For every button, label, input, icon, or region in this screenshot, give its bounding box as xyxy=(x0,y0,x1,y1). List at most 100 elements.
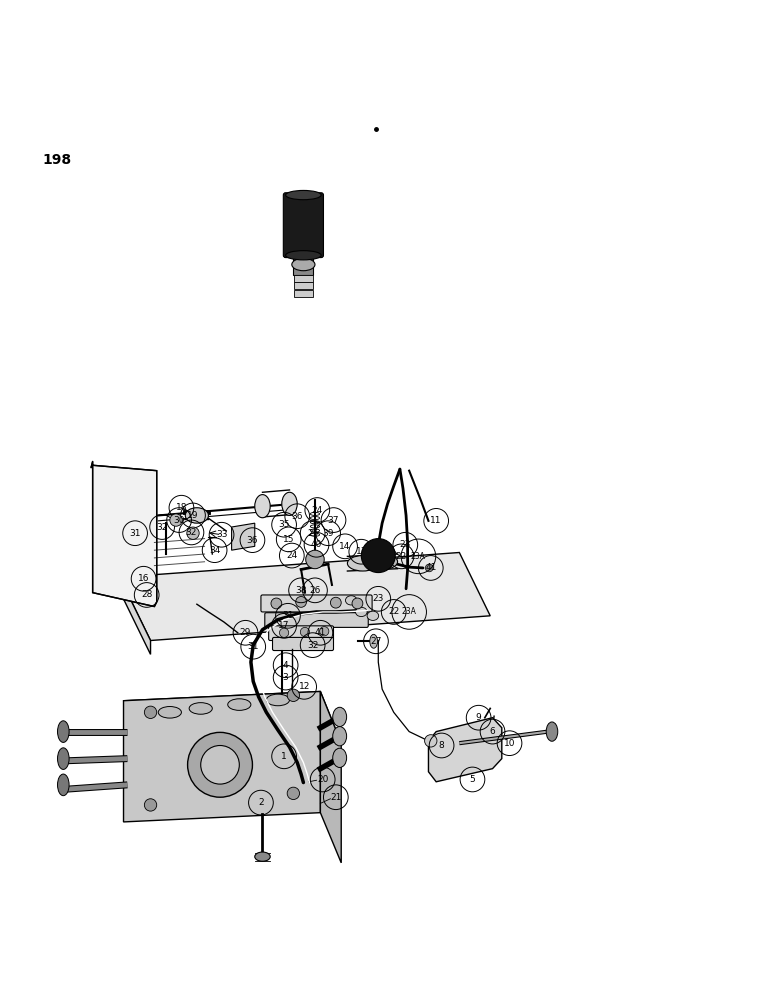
Text: 5: 5 xyxy=(469,775,476,784)
Text: 26: 26 xyxy=(310,586,320,595)
Circle shape xyxy=(425,564,433,572)
Ellipse shape xyxy=(57,721,69,742)
FancyBboxPatch shape xyxy=(269,626,334,641)
Circle shape xyxy=(361,539,395,573)
Text: 30: 30 xyxy=(174,516,185,525)
Text: 16: 16 xyxy=(138,574,149,583)
FancyBboxPatch shape xyxy=(283,193,323,258)
Circle shape xyxy=(187,527,199,539)
Text: 21: 21 xyxy=(330,793,341,802)
Text: 22: 22 xyxy=(388,607,399,616)
Ellipse shape xyxy=(546,722,557,741)
Text: 6: 6 xyxy=(489,727,496,736)
Circle shape xyxy=(320,627,329,636)
Circle shape xyxy=(287,787,300,800)
Text: 11: 11 xyxy=(431,516,442,525)
Text: 24: 24 xyxy=(286,551,297,560)
Text: 2: 2 xyxy=(258,798,264,807)
Circle shape xyxy=(425,735,437,747)
Ellipse shape xyxy=(333,727,347,746)
Text: 17: 17 xyxy=(279,621,290,630)
Text: 31: 31 xyxy=(283,611,293,620)
FancyBboxPatch shape xyxy=(261,595,372,612)
Circle shape xyxy=(201,745,239,784)
Circle shape xyxy=(352,598,363,609)
Text: 4: 4 xyxy=(283,661,289,670)
Text: 8: 8 xyxy=(438,741,445,750)
Text: 34: 34 xyxy=(209,546,220,555)
Bar xyxy=(293,255,313,275)
Text: 23A: 23A xyxy=(411,552,426,561)
Ellipse shape xyxy=(367,554,398,569)
Text: 32: 32 xyxy=(157,523,168,532)
Circle shape xyxy=(287,689,300,701)
Ellipse shape xyxy=(189,703,212,714)
Circle shape xyxy=(188,732,252,797)
Circle shape xyxy=(144,799,157,811)
Text: 3: 3 xyxy=(283,673,289,682)
Text: 40: 40 xyxy=(311,540,322,549)
Ellipse shape xyxy=(347,556,378,571)
Ellipse shape xyxy=(355,607,367,617)
Bar xyxy=(294,282,313,289)
Bar xyxy=(294,290,313,297)
Text: 20: 20 xyxy=(317,775,328,784)
Polygon shape xyxy=(124,691,341,752)
FancyBboxPatch shape xyxy=(273,637,334,651)
Ellipse shape xyxy=(345,596,357,605)
Text: 22: 22 xyxy=(396,552,407,561)
Ellipse shape xyxy=(228,699,251,710)
Text: 31: 31 xyxy=(248,642,259,651)
Circle shape xyxy=(271,598,282,609)
Circle shape xyxy=(300,627,310,637)
Text: 39: 39 xyxy=(323,529,334,538)
Text: 9: 9 xyxy=(476,713,482,722)
Polygon shape xyxy=(232,523,255,550)
Ellipse shape xyxy=(292,258,315,271)
Text: 15: 15 xyxy=(283,535,294,544)
Text: 41: 41 xyxy=(425,563,436,572)
Text: 36: 36 xyxy=(292,512,303,521)
Text: 38: 38 xyxy=(296,586,306,595)
Ellipse shape xyxy=(333,707,347,727)
Ellipse shape xyxy=(158,707,181,718)
Text: 14: 14 xyxy=(340,542,350,551)
Text: 19: 19 xyxy=(188,511,198,520)
Ellipse shape xyxy=(333,748,347,767)
Polygon shape xyxy=(428,718,502,782)
Text: 32: 32 xyxy=(186,528,197,537)
Circle shape xyxy=(306,550,324,569)
Polygon shape xyxy=(124,691,320,822)
Text: 23: 23 xyxy=(373,594,384,603)
Ellipse shape xyxy=(255,495,270,518)
Ellipse shape xyxy=(370,634,378,648)
Ellipse shape xyxy=(57,774,69,796)
Text: 12: 12 xyxy=(299,682,310,691)
Text: 23A: 23A xyxy=(401,607,417,616)
Circle shape xyxy=(144,706,157,718)
Text: 28: 28 xyxy=(141,590,152,599)
Polygon shape xyxy=(320,691,341,863)
Text: 18: 18 xyxy=(176,503,187,512)
Text: 33: 33 xyxy=(216,530,227,539)
Circle shape xyxy=(279,628,289,637)
FancyBboxPatch shape xyxy=(265,613,368,627)
Ellipse shape xyxy=(255,852,270,861)
Circle shape xyxy=(330,597,341,608)
Text: 24: 24 xyxy=(312,506,323,515)
Text: 37: 37 xyxy=(328,516,339,525)
Text: 32: 32 xyxy=(307,641,318,650)
Polygon shape xyxy=(120,552,490,641)
Ellipse shape xyxy=(282,492,297,515)
Ellipse shape xyxy=(185,508,208,523)
Text: 10: 10 xyxy=(504,739,515,748)
Text: 23: 23 xyxy=(400,540,411,549)
Ellipse shape xyxy=(367,611,378,620)
Text: 13: 13 xyxy=(356,547,367,556)
Text: 1: 1 xyxy=(281,752,287,761)
Circle shape xyxy=(296,596,306,607)
Text: 35: 35 xyxy=(279,520,290,529)
Text: 25: 25 xyxy=(307,529,318,538)
Polygon shape xyxy=(120,577,151,654)
Text: 198: 198 xyxy=(42,153,72,167)
